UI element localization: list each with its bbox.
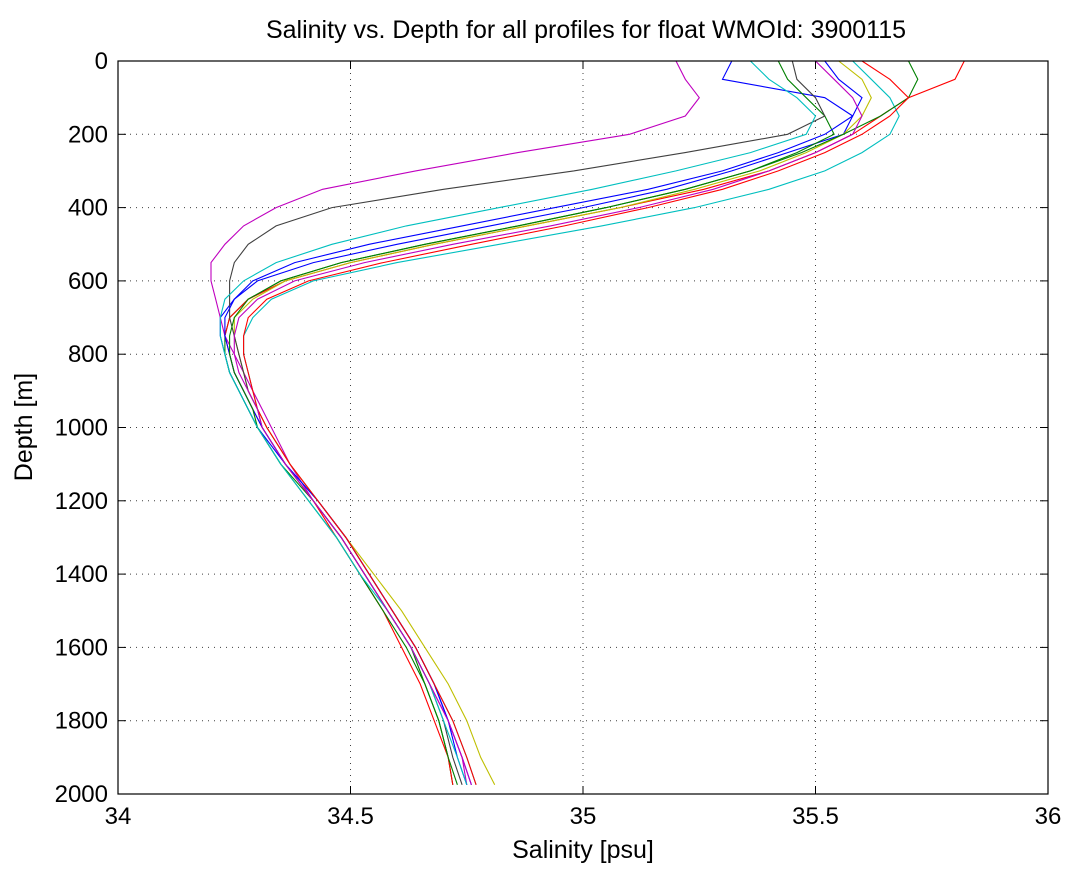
y-tick-label: 200 <box>68 121 108 148</box>
profile-line <box>210 60 700 785</box>
y-tick-label: 1400 <box>55 561 108 588</box>
profile-line <box>224 60 863 785</box>
x-tick-label: 35 <box>570 803 597 830</box>
profile-line <box>219 60 854 785</box>
grid-lines <box>118 61 1048 794</box>
chart-title: Salinity vs. Depth for all profiles for … <box>266 16 906 44</box>
y-axis-label: Depth [m] <box>10 373 38 481</box>
profile-line <box>233 60 872 786</box>
x-tick-label: 34 <box>105 803 132 830</box>
profile-lines <box>210 60 965 786</box>
x-tick-label: 34.5 <box>327 803 374 830</box>
y-tick-label: 1800 <box>55 708 108 735</box>
y-tick-label: 600 <box>68 268 108 295</box>
y-tick-label: 1000 <box>55 415 108 442</box>
profile-line <box>243 60 900 785</box>
y-tick-label: 1600 <box>55 634 108 661</box>
profile-line <box>224 60 965 785</box>
x-axis-label: Salinity [psu] <box>512 836 654 864</box>
profile-line <box>243 60 910 785</box>
x-tick-label: 36 <box>1035 803 1062 830</box>
profile-line <box>229 60 919 785</box>
y-tick-labels: 0 200 400 600 800 1000 1200 1400 1600 1800 2000 <box>55 48 108 808</box>
axis-ticks <box>117 60 1049 795</box>
y-tick-label: 2000 <box>55 781 108 808</box>
profile-line <box>233 60 863 785</box>
y-tick-label: 800 <box>68 341 108 368</box>
x-tick-labels: 34 34.5 35 35.5 36 <box>105 803 1062 830</box>
y-tick-label: 1200 <box>55 488 108 515</box>
y-tick-label: 400 <box>68 195 108 222</box>
y-tick-label: 0 <box>95 48 108 75</box>
profile-line <box>224 60 835 785</box>
x-tick-label: 35.5 <box>792 803 839 830</box>
